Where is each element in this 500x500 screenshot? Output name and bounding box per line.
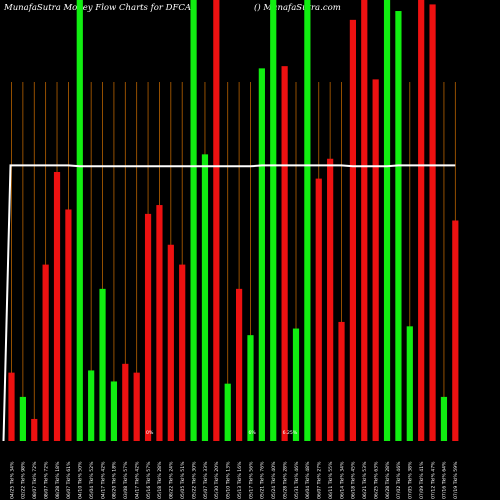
x-tick-label: 06/07 Tkl% 61%: [66, 461, 72, 499]
x-tick-label: 08/28 Tkl% 18%: [55, 461, 61, 499]
chart-title: MunafaSutra Money Flow Charts for DFCA: [4, 3, 191, 13]
x-tick-label: 05/07 Tkl% 33%: [203, 461, 209, 499]
x-tick-label: 06/28 Tkl% 28%: [385, 461, 391, 499]
x-tick-label: 06/04 Tkl% 48%: [305, 461, 311, 499]
bar: [361, 0, 368, 441]
bar: [19, 396, 26, 441]
stray-mark: 0%: [146, 430, 154, 436]
bar: [315, 178, 322, 442]
x-tick-label: 06/07 Tkl% 27%: [317, 461, 323, 499]
x-tick-label: 05/05 Tkl% 51%: [180, 461, 186, 499]
bar: [167, 244, 174, 441]
bar: [133, 372, 140, 441]
x-tick-label: 04/25 Tkl% 34%: [9, 461, 15, 499]
bar: [395, 11, 402, 442]
bar: [304, 0, 311, 441]
x-tick-label: 05/13 Tkl% 16%: [237, 461, 243, 499]
x-tick-label: 06/21 Tkl% 53%: [362, 461, 368, 499]
x-tick-label: 06/25 Tkl% 63%: [373, 461, 379, 499]
bar: [156, 205, 163, 441]
bar: [122, 363, 129, 441]
bar: [99, 288, 106, 441]
bar: [65, 209, 72, 441]
x-tick-label: 07/05 Tkl% 38%: [408, 461, 414, 499]
bar: [270, 0, 277, 441]
x-tick-label: 04/10 Tkl% 50%: [78, 461, 84, 499]
bar: [190, 0, 197, 441]
x-tick-label: 05/21 Tkl% 76%: [260, 461, 266, 499]
stray-mark: 6.25%: [283, 430, 298, 436]
bar: [338, 321, 345, 441]
bar: [236, 288, 243, 441]
bar: [31, 418, 38, 441]
x-tick-label: 02/22 Tkl% 98%: [21, 461, 27, 499]
x-tick-label: 05/04 Tkl% 52%: [89, 461, 95, 499]
bars: [8, 0, 459, 442]
x-tick-label: 07/02 Tkl% 46%: [396, 461, 402, 499]
x-tick-label: 07/19 Tkl% 59%: [453, 461, 459, 499]
trend-line-path: [2, 164, 456, 442]
x-tick-label: 05/18 Tkl% 28%: [157, 461, 163, 499]
x-tick-label: 03/08 Tkl% 57%: [123, 461, 129, 499]
bar: [88, 370, 95, 441]
x-tick-labels: 04/25 Tkl% 34% 02/22 Tkl% 98% 08/07 Tkl% 7…: [9, 461, 459, 499]
bar: [213, 0, 220, 441]
bar: [418, 0, 425, 441]
x-tick-label: 04/17 Tkl% 42%: [134, 461, 140, 499]
x-tick-label: 06/14 Tkl% 34%: [339, 461, 345, 499]
x-tick-label: 05/17 Tkl% 56%: [248, 461, 254, 499]
x-tick-label: 07/09 Tkl% 41%: [419, 461, 425, 499]
x-tick-label: 08/07 Tkl% 72%: [32, 461, 38, 499]
bar: [110, 381, 118, 441]
bar: [292, 328, 300, 441]
bar: [281, 66, 288, 442]
bar: [201, 154, 209, 441]
x-tick-label: 05/16 Tkl% 57%: [146, 461, 152, 499]
bar: [349, 19, 356, 441]
bar: [144, 213, 152, 441]
site-credit: () MunafaSutra.com: [254, 3, 341, 13]
x-tick-label: 07/16 Tkl% 64%: [442, 461, 448, 499]
bar: [372, 79, 379, 441]
bar: [383, 0, 391, 441]
bar: [76, 0, 83, 441]
x-tick-label: 07/12 Tkl% 47%: [430, 461, 436, 499]
bar: [8, 372, 15, 441]
x-tick-label: 08/20 Tkl% 18%: [112, 461, 118, 499]
stray-marks: 0% 6% 6.25%: [146, 430, 298, 436]
x-tick-label: 05/10 Tkl% 13%: [226, 461, 232, 499]
x-tick-label: 08/22 Tkl% 24%: [169, 461, 175, 499]
bar: [247, 335, 254, 441]
x-tick-label: 05/31 Tkl% 46%: [294, 461, 300, 499]
x-tick-label: 05/30 Tkl% 20%: [214, 461, 220, 499]
bar: [224, 383, 231, 441]
x-tick-label: 06/11 Tkl% 55%: [328, 461, 334, 499]
x-tick-label: 08/07 Tkl% 72%: [43, 461, 49, 499]
bar: [42, 264, 49, 441]
trend-line: [2, 164, 456, 442]
bar: [53, 171, 61, 442]
x-tick-label: 05/22 Tkl% 30%: [191, 461, 197, 499]
x-tick-label: 04/17 Tkl% 42%: [100, 461, 106, 499]
bar: [440, 396, 448, 441]
stray-mark: 6%: [248, 430, 256, 436]
x-tick-label: 05/28 Tkl% 28%: [282, 461, 288, 499]
x-tick-label: 05/24 Tkl% 40%: [271, 461, 277, 499]
x-tick-label: 06/18 Tkl% 45%: [351, 461, 357, 499]
bar: [179, 264, 186, 441]
bar: [429, 4, 436, 441]
bar: [406, 326, 413, 441]
bar: [452, 220, 459, 441]
bar: [258, 68, 265, 441]
bar: [327, 158, 334, 441]
